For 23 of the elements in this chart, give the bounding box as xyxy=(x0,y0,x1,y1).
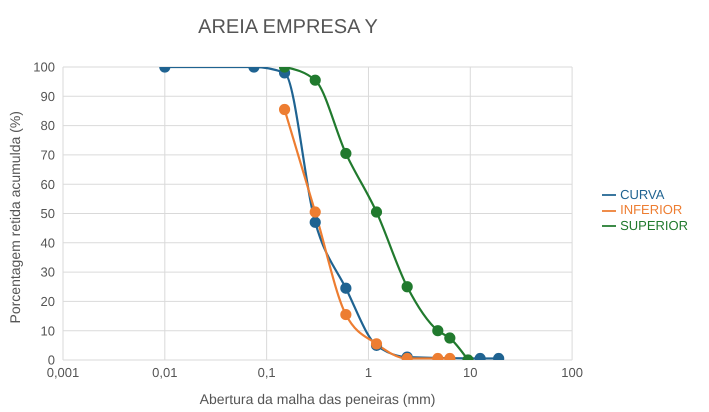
y-tick-label: 20 xyxy=(40,294,55,310)
y-axis-title: Porcentagem retida acumulda (%) xyxy=(6,111,23,324)
legend-label: INFERIOR xyxy=(620,202,682,218)
y-tick-label: 0 xyxy=(48,352,55,368)
y-tick-label: 80 xyxy=(40,118,55,134)
x-tick-label: 100 xyxy=(561,365,583,380)
legend-label: CURVA xyxy=(620,186,664,202)
chart-title: AREIA EMPRESA Y xyxy=(197,16,379,39)
x-tick-label: 1 xyxy=(364,365,372,380)
x-tick-label: 0,01 xyxy=(152,365,178,380)
x-tick-label: 0,001 xyxy=(46,365,80,380)
legend-label: SUPERIOR xyxy=(620,218,688,233)
y-tick-label: 60 xyxy=(40,176,55,192)
y-tick-label: 100 xyxy=(33,60,55,75)
y-tick-label: 40 xyxy=(40,235,55,250)
y-tick-label: 10 xyxy=(40,323,55,338)
y-tick-label: 70 xyxy=(40,148,55,163)
x-axis-title: Abertura da malha das peneiras (mm) xyxy=(200,391,436,407)
x-tick-label: 10 xyxy=(463,365,478,380)
y-tick-label: 90 xyxy=(40,88,55,104)
y-tick-label: 50 xyxy=(40,206,55,222)
x-tick-label: 0,1 xyxy=(258,365,276,380)
y-tick-label: 30 xyxy=(40,264,55,280)
